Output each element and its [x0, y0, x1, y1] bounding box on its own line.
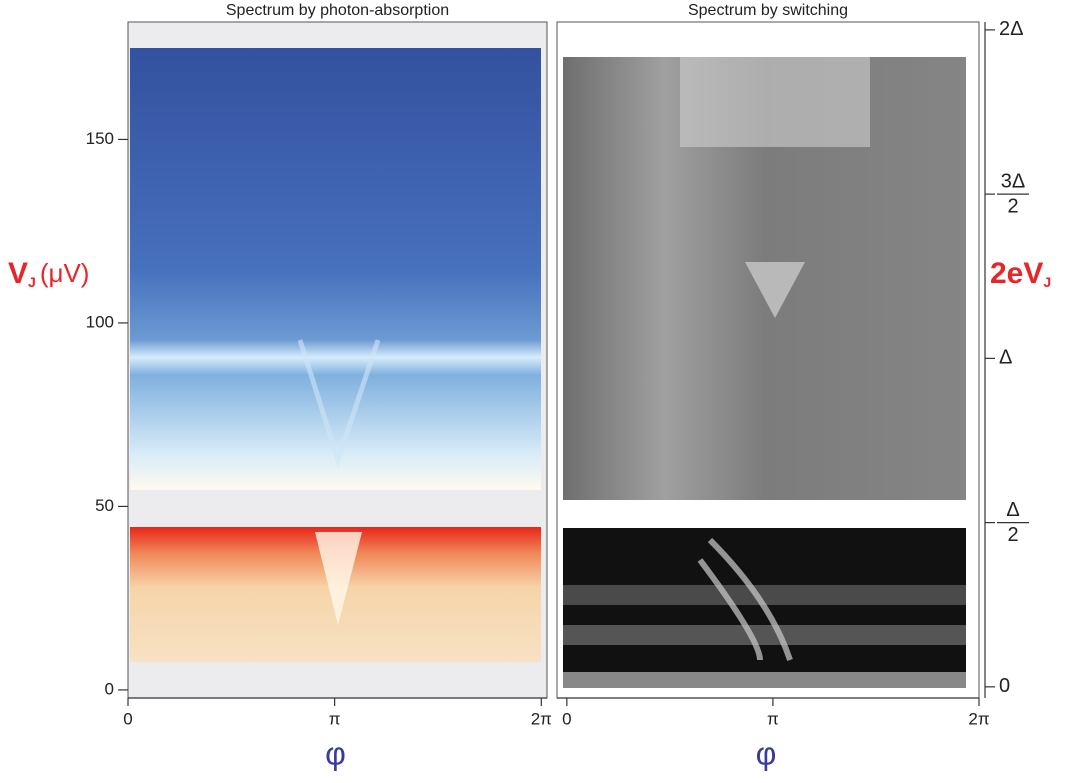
y2-tick-label: 0	[999, 675, 1010, 697]
feature	[745, 262, 805, 318]
x-tick-label: 0	[123, 709, 132, 728]
x-tick-label: 0	[562, 709, 571, 728]
y2-tick-label: 2Δ	[999, 18, 1023, 40]
y2-label-main: 2eV	[990, 257, 1043, 290]
x-axis-label: φ	[325, 735, 346, 771]
y2-tick-label: 3Δ	[1001, 170, 1025, 192]
x-tick-label: 2π	[968, 709, 989, 728]
y-tick-label: 0	[105, 679, 114, 698]
y-tick-label: 100	[86, 312, 114, 331]
y-tick-label: 50	[95, 496, 114, 515]
x-axis-label: φ	[756, 735, 777, 771]
y-label-unit: (μV)	[40, 258, 90, 288]
feature	[563, 585, 966, 605]
feature	[697, 537, 793, 661]
feature	[680, 57, 870, 147]
y2-tick-denominator: 2	[1007, 195, 1018, 217]
y-label-sub: J	[28, 274, 36, 290]
y-label-main: V	[8, 257, 28, 290]
y2-tick-label: Δ	[999, 347, 1012, 369]
feature	[297, 339, 381, 469]
feature	[563, 672, 966, 688]
y2-label-sub: J	[1043, 274, 1051, 290]
feature	[315, 532, 362, 625]
feature	[563, 625, 966, 645]
x-tick-label: 2π	[531, 709, 552, 728]
x-tick-label: π	[329, 709, 341, 728]
panel-title: Spectrum by switching	[688, 2, 848, 19]
y-axis-label: VJ (μV)	[8, 257, 89, 290]
y-tick-label: 150	[86, 129, 114, 148]
y2-axis-label: 2eVJ	[990, 257, 1051, 290]
panel-title: Spectrum by photon-absorption	[226, 2, 449, 19]
y2-tick-label: Δ	[1006, 499, 1019, 521]
y2-tick-denominator: 2	[1007, 524, 1018, 546]
heatmap-upper	[130, 48, 541, 490]
x-tick-label: π	[767, 709, 779, 728]
